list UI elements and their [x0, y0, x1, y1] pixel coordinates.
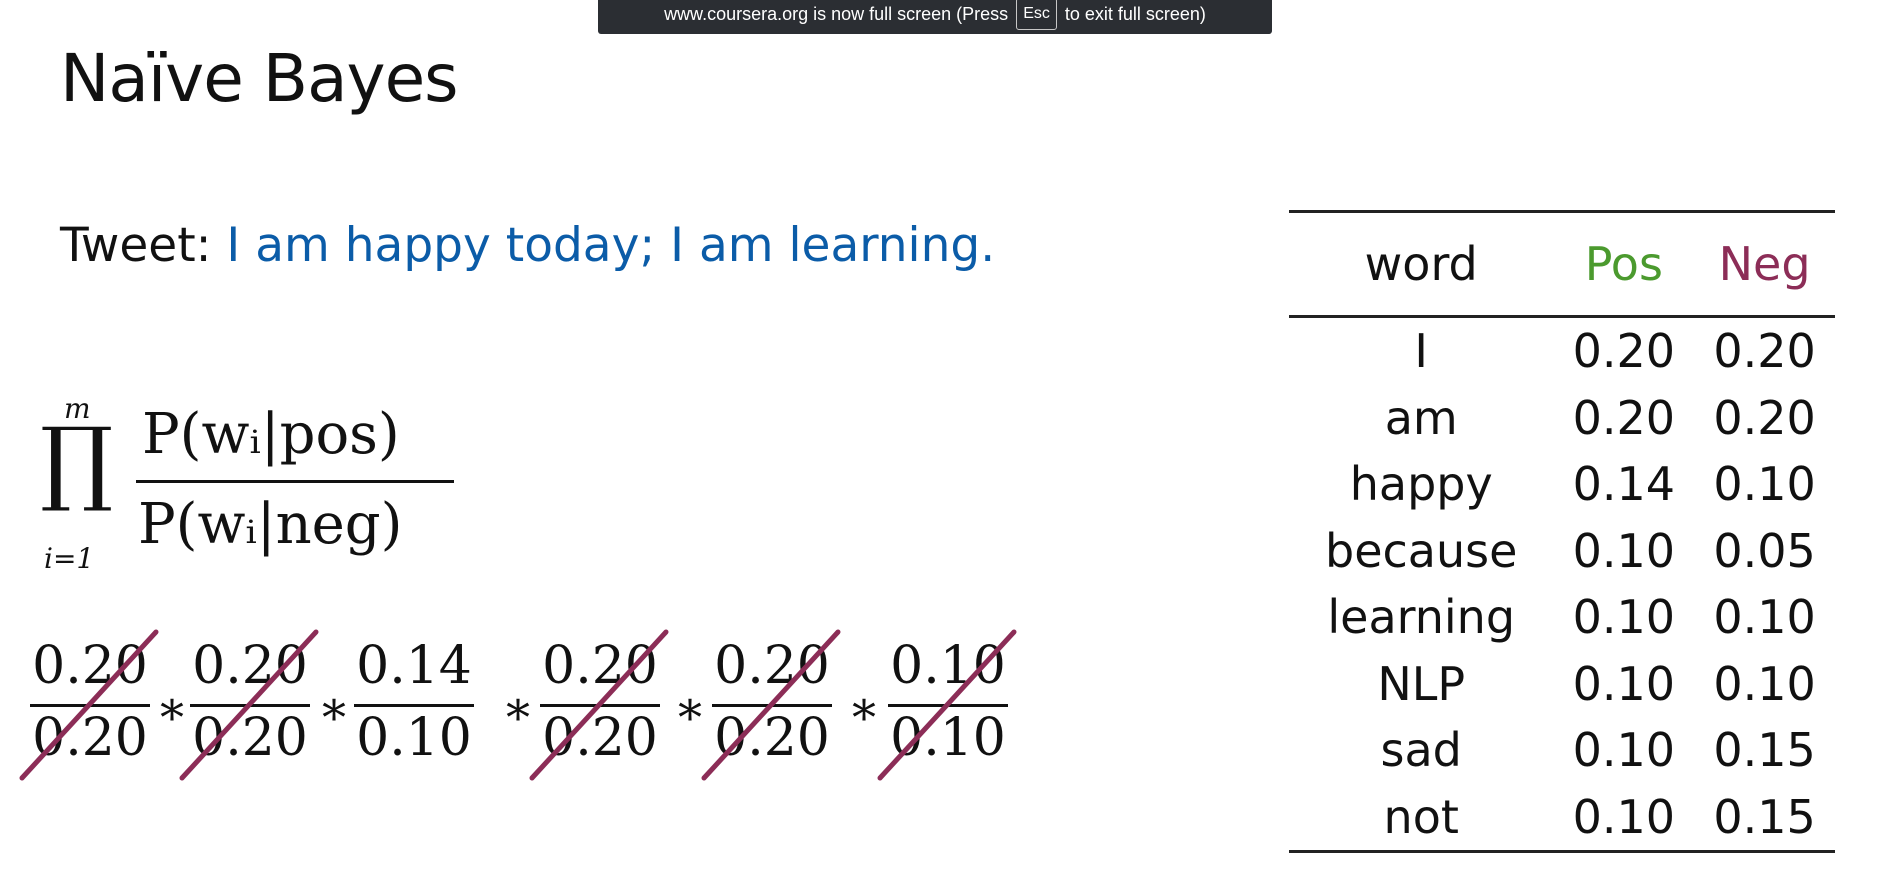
cell-word: sad	[1380, 723, 1462, 778]
word-probability-table: word Pos Neg I 0.20 0.20 am 0.20 0.20 happy 0…	[1289, 210, 1835, 853]
table-header-row: word Pos Neg	[1289, 211, 1835, 317]
multiply-operator-4: *	[678, 690, 702, 746]
product-lower-bound: i=1	[44, 542, 95, 575]
cell-word: learning	[1327, 590, 1516, 645]
cell-pos: 0.20	[1572, 324, 1676, 379]
cell-neg: 0.15	[1713, 789, 1816, 844]
product-symbol: ∏	[40, 408, 114, 515]
cell-pos: 0.14	[1572, 457, 1676, 512]
strike-mark	[529, 629, 669, 781]
cell-pos: 0.10	[1572, 723, 1676, 778]
slide-title: Naïve Bayes	[60, 40, 459, 117]
multiply-operator-1: *	[160, 690, 184, 746]
cell-word: am	[1384, 390, 1458, 445]
cell-word: because	[1325, 523, 1518, 578]
term-2-numerator: 0.20	[192, 636, 308, 696]
tweet-text: I am happy today; I am learning.	[226, 218, 996, 273]
term-5: 0.20 0.20	[701, 629, 841, 786]
term-3: 0.14 0.10	[354, 636, 474, 786]
strike-line	[529, 629, 669, 781]
product-ratio-formula: m ∏ i=1 P(wᵢ|pos) P(wᵢ|neg)	[32, 392, 454, 592]
term-4-denominator: 0.20	[542, 708, 658, 768]
term-1: 0.20 0.20	[19, 629, 159, 786]
term-6-numerator: 0.10	[890, 636, 1006, 696]
term-3-numerator: 0.14	[356, 636, 472, 696]
table-row: I 0.20 0.20	[1289, 317, 1835, 385]
term-5-denominator: 0.20	[714, 708, 830, 768]
product-upper-bound: m	[64, 392, 91, 425]
cell-neg: 0.20	[1713, 390, 1816, 445]
header-word: word	[1364, 237, 1478, 291]
formula-denominator: P(wᵢ|neg)	[138, 492, 403, 557]
term-1-denominator: 0.20	[32, 708, 148, 768]
strike-line	[701, 629, 841, 781]
term-1-numerator: 0.20	[32, 636, 148, 696]
fullscreen-message-start: www.coursera.org is now full screen (Pre…	[664, 3, 1009, 24]
table-row: sad 0.10 0.15	[1289, 717, 1835, 784]
cell-word: NLP	[1377, 656, 1466, 711]
cell-pos: 0.10	[1572, 590, 1676, 645]
table-row: because 0.10 0.05	[1289, 518, 1835, 585]
table-row: NLP 0.10 0.10	[1289, 651, 1835, 718]
cell-word: I	[1414, 324, 1428, 379]
strike-mark	[877, 629, 1017, 781]
header-neg: Neg	[1718, 237, 1811, 291]
fullscreen-notification: www.coursera.org is now full screen (Pre…	[598, 0, 1272, 34]
cell-neg: 0.20	[1713, 324, 1816, 379]
cell-pos: 0.10	[1572, 656, 1676, 711]
multiply-operator-5: *	[852, 690, 876, 746]
multiply-operator-3: *	[506, 690, 530, 746]
tweet-label: Tweet:	[60, 218, 212, 273]
formula-numerator: P(wᵢ|pos)	[142, 402, 400, 467]
cell-pos: 0.20	[1572, 390, 1676, 445]
cell-word: not	[1383, 789, 1459, 844]
cell-neg: 0.10	[1713, 590, 1816, 645]
header-pos: Pos	[1584, 237, 1663, 291]
cell-neg: 0.10	[1713, 656, 1816, 711]
table-row: happy 0.14 0.10	[1289, 451, 1835, 518]
tweet-line: Tweet: I am happy today; I am learning.	[60, 218, 995, 273]
term-6: 0.10 0.10	[877, 629, 1017, 786]
table-row: learning 0.10 0.10	[1289, 584, 1835, 651]
term-3-bar	[354, 704, 474, 707]
term-6-denominator: 0.10	[890, 708, 1006, 768]
esc-key-hint: Esc	[1016, 0, 1057, 30]
term-4-numerator: 0.20	[542, 636, 658, 696]
strike-line	[877, 629, 1017, 781]
cell-pos: 0.10	[1572, 789, 1676, 844]
cell-neg: 0.05	[1713, 523, 1816, 578]
term-2: 0.20 0.20	[179, 629, 319, 786]
formula-fraction-bar	[136, 480, 454, 483]
table-row: not 0.10 0.15	[1289, 784, 1835, 852]
strike-mark	[179, 629, 319, 781]
strike-line	[179, 629, 319, 781]
term-3-denominator: 0.10	[356, 708, 472, 768]
term-5-numerator: 0.20	[714, 636, 830, 696]
strike-line	[19, 629, 159, 781]
multiply-operator-2: *	[322, 690, 346, 746]
term-4: 0.20 0.20	[529, 629, 669, 786]
table-row: am 0.20 0.20	[1289, 385, 1835, 452]
fullscreen-message-end: to exit full screen)	[1064, 3, 1206, 24]
cell-pos: 0.10	[1572, 523, 1676, 578]
term-2-denominator: 0.20	[192, 708, 308, 768]
strike-mark	[19, 629, 159, 781]
cell-neg: 0.10	[1713, 457, 1816, 512]
cell-word: happy	[1349, 457, 1493, 512]
cell-neg: 0.15	[1713, 723, 1816, 778]
strike-mark	[701, 629, 841, 781]
